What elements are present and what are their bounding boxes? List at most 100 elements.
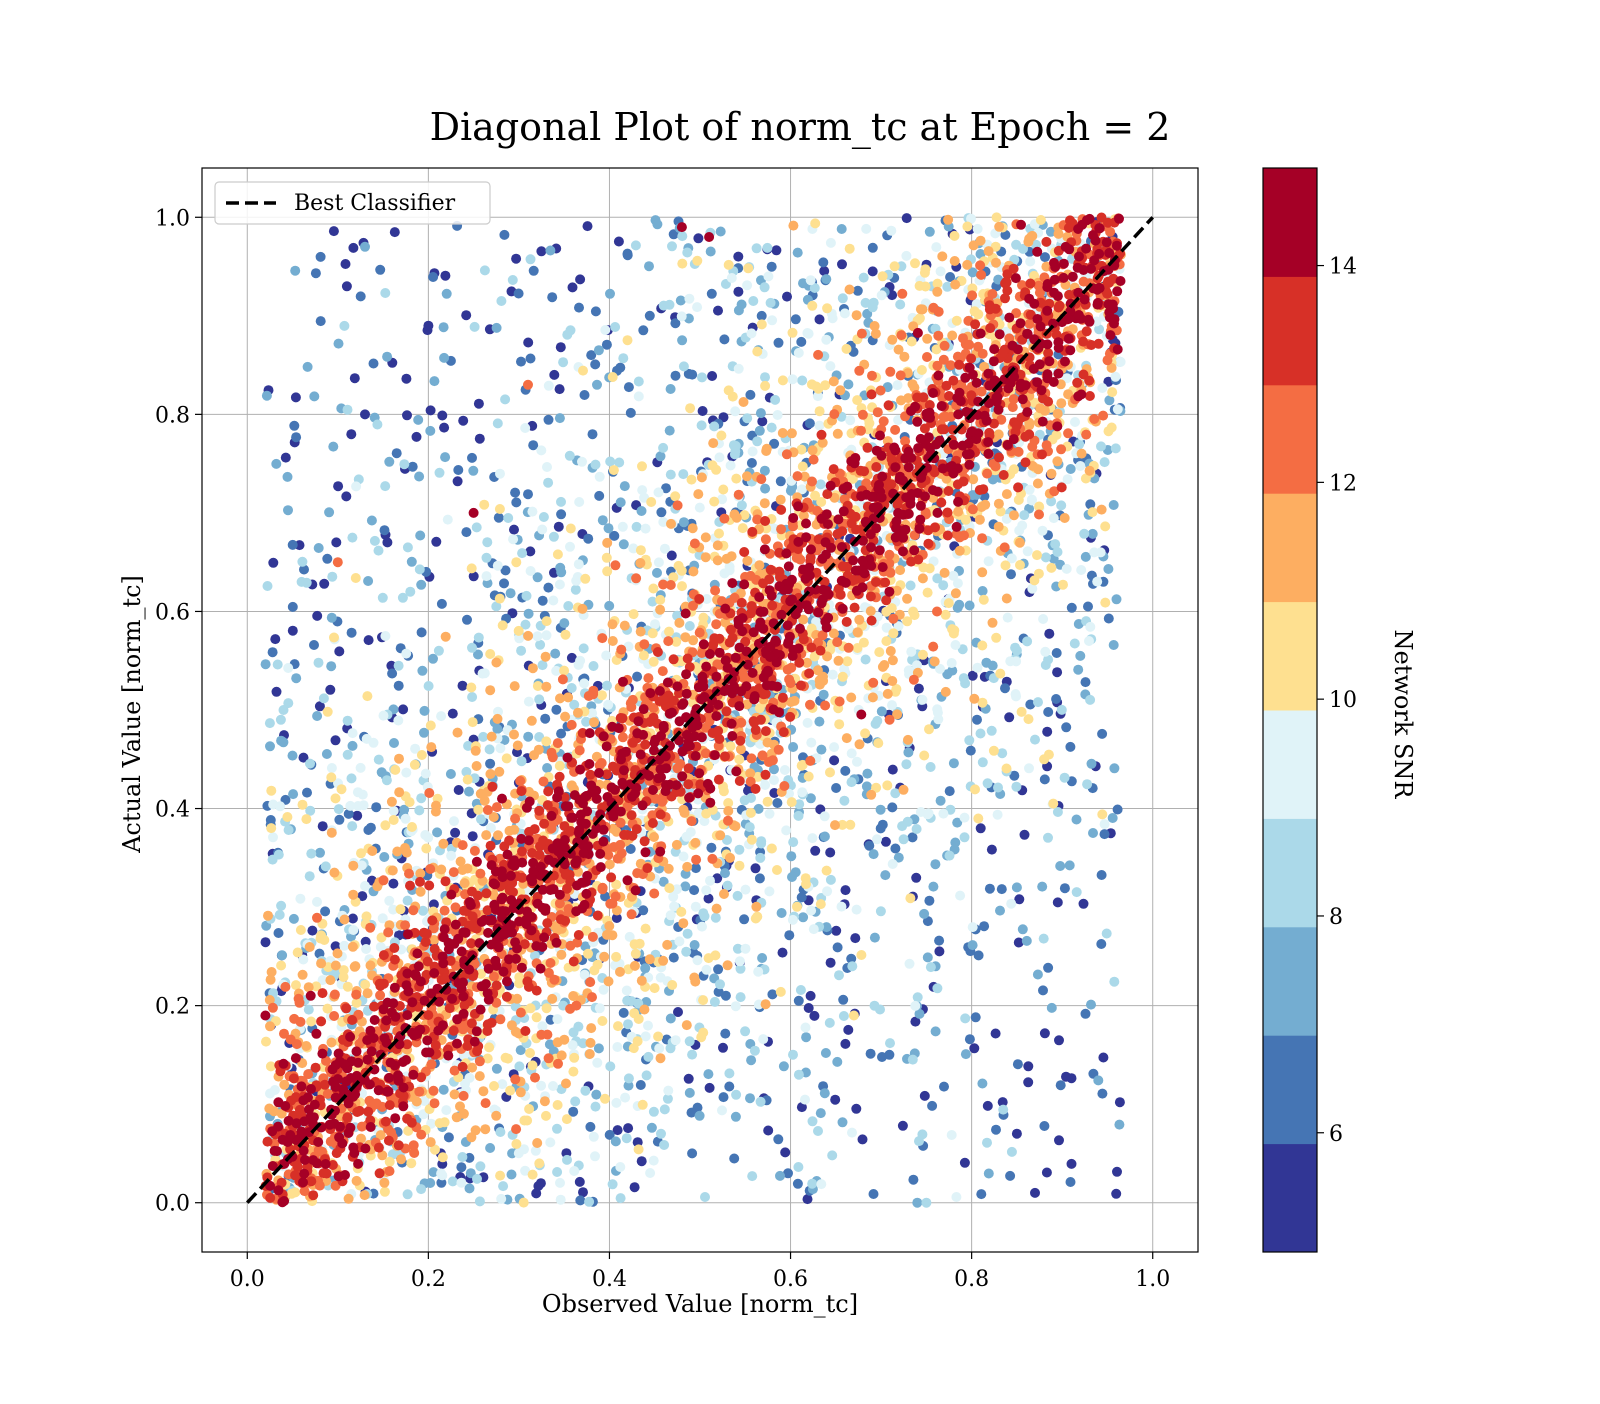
scatter-point: [845, 244, 855, 254]
scatter-point: [1000, 683, 1010, 693]
scatter-point: [723, 806, 733, 816]
scatter-point: [899, 785, 909, 795]
scatter-point: [652, 219, 662, 229]
scatter-point: [815, 680, 825, 690]
scatter-point: [273, 660, 283, 670]
scatter-point: [306, 1017, 316, 1027]
scatter-point: [650, 983, 660, 993]
scatter-point: [385, 1166, 395, 1176]
scatter-point: [766, 298, 776, 308]
scatter-point: [458, 416, 468, 426]
scatter-point: [806, 991, 816, 1001]
scatter-point: [973, 814, 983, 824]
scatter-point: [866, 790, 876, 800]
scatter-point: [265, 741, 275, 751]
scatter-point: [1092, 577, 1102, 587]
scatter-point: [268, 647, 278, 657]
scatter-point: [316, 252, 326, 262]
scatter-point: [312, 611, 322, 621]
scatter-point: [821, 274, 831, 284]
scatter-point: [793, 248, 803, 258]
scatter-point: [1003, 613, 1013, 623]
scatter-point: [1033, 970, 1043, 980]
scatter-point: [821, 1048, 831, 1058]
scatter-point: [291, 673, 301, 683]
scatter-point: [816, 479, 826, 489]
scatter-point: [761, 999, 771, 1009]
scatter-point: [770, 395, 780, 405]
scatter-point: [970, 784, 980, 794]
scatter-point: [658, 956, 668, 966]
scatter-point: [348, 914, 358, 924]
scatter-point: [261, 659, 271, 669]
scatter-point: [876, 823, 886, 833]
scatter-point: [1056, 500, 1066, 510]
scatter-point: [303, 362, 313, 372]
scatter-point: [485, 1143, 495, 1153]
scatter-point: [804, 772, 814, 782]
scatter-point: [485, 685, 495, 695]
scatter-point: [600, 1094, 610, 1104]
scatter-point: [608, 636, 618, 646]
scatter-point: [752, 912, 762, 922]
scatter-point: [831, 926, 841, 936]
scatter-point: [493, 561, 503, 571]
scatter-point: [868, 678, 878, 688]
scatter-point: [580, 390, 590, 400]
scatter-point: [1109, 640, 1119, 650]
scatter-point: [1081, 552, 1091, 562]
scatter-point: [842, 656, 852, 666]
scatter-point: [763, 1126, 773, 1136]
scatter-point: [757, 311, 767, 321]
scatter-point: [649, 1107, 659, 1117]
scatter-point: [985, 884, 995, 894]
scatter-point: [932, 983, 942, 993]
scatter-point: [472, 1174, 482, 1184]
scatter-point: [722, 554, 732, 564]
scatter-point: [825, 848, 835, 858]
scatter-point: [526, 1003, 536, 1013]
scatter-point: [401, 649, 411, 659]
scatter-point: [266, 823, 276, 833]
scatter-point: [648, 584, 658, 594]
scatter-point: [587, 992, 597, 1002]
scatter-point: [991, 1029, 1001, 1039]
scatter-point: [688, 523, 698, 533]
scatter-point: [493, 418, 503, 428]
scatter-point: [562, 1155, 572, 1165]
scatter-point: [551, 705, 561, 715]
scatter-point: [618, 522, 628, 532]
scatter-point: [634, 391, 644, 401]
scatter-point: [326, 661, 336, 671]
scatter-point: [403, 542, 413, 552]
scatter-point: [1022, 936, 1032, 946]
scatter-point: [677, 335, 687, 345]
scatter-point: [555, 580, 565, 590]
scatter-point: [984, 1169, 994, 1179]
scatter-point: [962, 260, 972, 270]
scatter-point: [384, 457, 394, 467]
scatter-point: [360, 980, 370, 990]
scatter-point: [269, 1106, 279, 1116]
scatter-point: [331, 735, 341, 745]
scatter-point: [453, 728, 463, 738]
scatter-point: [1037, 882, 1047, 892]
scatter-point: [868, 692, 878, 702]
scatter-point: [778, 948, 788, 958]
scatter-point: [829, 742, 839, 752]
scatter-point: [441, 632, 451, 642]
scatter-point: [888, 655, 898, 665]
scatter-point: [510, 681, 520, 691]
scatter-point: [961, 515, 971, 525]
scatter-point: [319, 693, 329, 703]
scatter-point: [553, 549, 563, 559]
scatter-point: [262, 391, 272, 401]
scatter-point: [772, 798, 782, 808]
scatter-point: [374, 546, 384, 556]
scatter-point: [936, 266, 946, 276]
scatter-point: [524, 609, 534, 619]
scatter-point: [396, 904, 406, 914]
scatter-point: [288, 626, 298, 636]
scatter-point: [604, 921, 614, 931]
